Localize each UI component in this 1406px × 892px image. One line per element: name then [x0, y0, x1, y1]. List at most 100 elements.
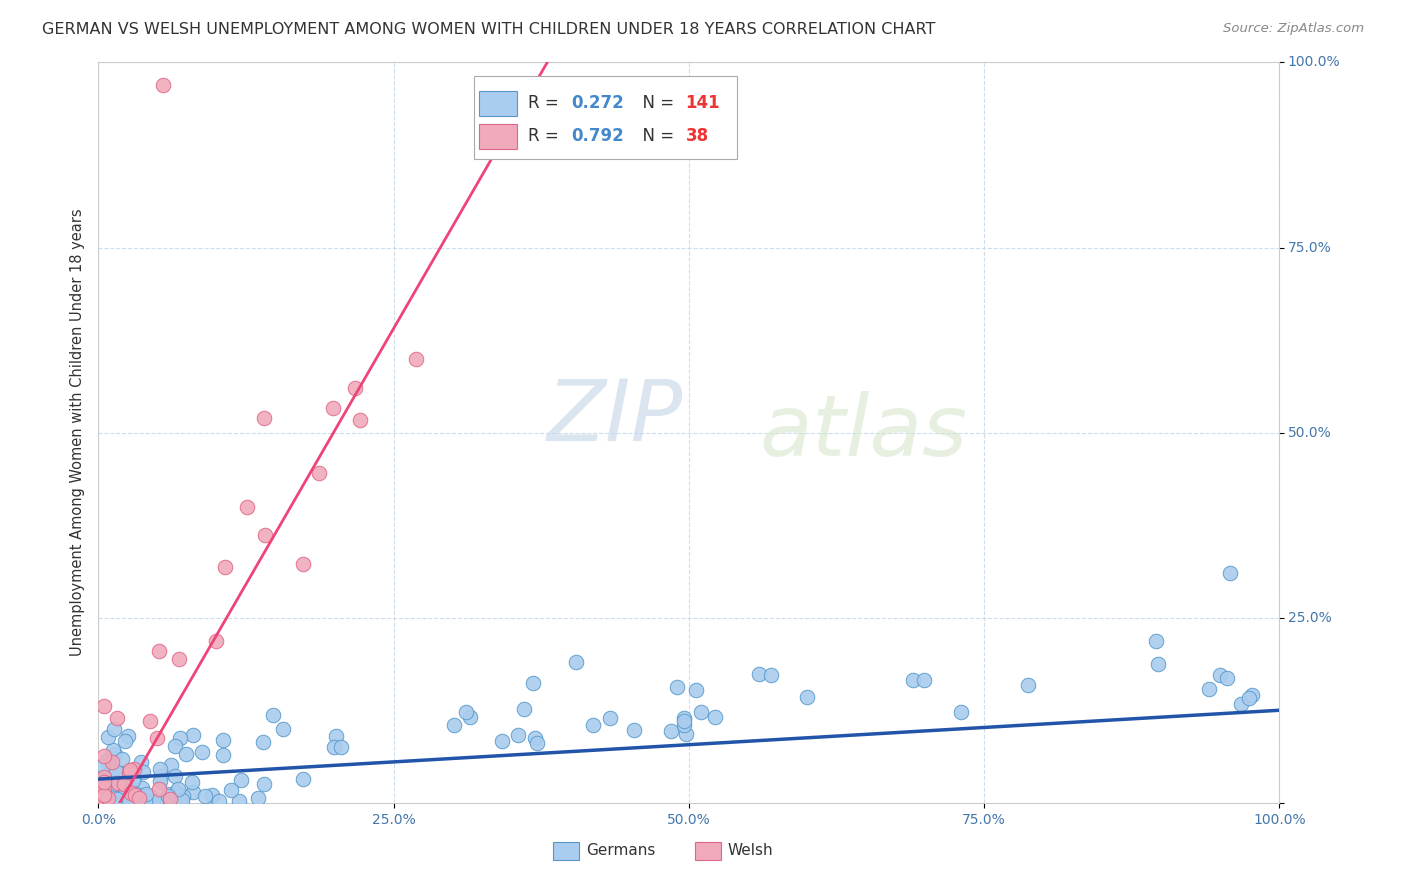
Point [796, 690, 818, 705]
Point [90, 781, 112, 796]
Point [97, 790, 120, 805]
Point [107, 775, 129, 789]
Point [524, 731, 547, 745]
Point [93, 780, 115, 795]
Point [103, 790, 125, 805]
Point [93, 699, 115, 714]
Text: 100.0%: 100.0% [1288, 55, 1340, 70]
Point [97, 777, 120, 791]
Point [212, 733, 235, 747]
Text: ZIP: ZIP [547, 376, 683, 459]
Point [145, 794, 167, 808]
Point [108, 765, 131, 780]
Point [759, 668, 782, 682]
Point [94, 775, 117, 789]
Text: Welsh: Welsh [728, 844, 773, 858]
Point [673, 714, 696, 729]
Point [101, 743, 124, 757]
Point [190, 745, 212, 759]
Point [131, 789, 153, 804]
Point [93, 748, 115, 763]
Point [292, 772, 315, 786]
Point [253, 410, 276, 425]
Point [526, 736, 548, 750]
Point [214, 559, 236, 574]
FancyBboxPatch shape [695, 842, 721, 860]
Point [105, 711, 128, 725]
Point [114, 734, 136, 748]
Point [149, 774, 172, 789]
Point [103, 722, 125, 736]
Point [325, 729, 347, 743]
Text: Source: ZipAtlas.com: Source: ZipAtlas.com [1223, 22, 1364, 36]
Point [108, 783, 131, 797]
Point [666, 681, 689, 695]
Point [91, 790, 114, 805]
Point [308, 466, 330, 480]
Point [672, 718, 695, 732]
Point [91, 792, 114, 806]
Point [901, 673, 924, 687]
Text: GERMAN VS WELSH UNEMPLOYMENT AMONG WOMEN WITH CHILDREN UNDER 18 YEARS CORRELATIO: GERMAN VS WELSH UNEMPLOYMENT AMONG WOMEN… [42, 22, 935, 37]
Point [685, 683, 707, 698]
Point [120, 791, 142, 805]
Point [1215, 672, 1237, 686]
Point [131, 765, 153, 780]
Point [145, 794, 167, 808]
Point [97, 783, 120, 797]
Text: atlas: atlas [759, 391, 967, 475]
Point [208, 794, 231, 808]
Point [235, 500, 257, 515]
FancyBboxPatch shape [478, 91, 516, 116]
Point [90, 789, 112, 803]
Point [96, 783, 118, 797]
Point [513, 702, 536, 716]
Point [138, 789, 160, 803]
Point [201, 788, 224, 802]
Point [163, 739, 186, 754]
Point [703, 710, 725, 724]
Point [181, 728, 204, 742]
Point [97, 730, 120, 744]
Y-axis label: Unemployment Among Women with Children Under 18 years: Unemployment Among Women with Children U… [69, 209, 84, 657]
Text: 0.792: 0.792 [571, 127, 624, 145]
Point [672, 711, 695, 725]
Point [93, 792, 115, 806]
Point [1017, 678, 1039, 692]
Point [1219, 566, 1241, 580]
Point [229, 772, 252, 787]
Point [322, 401, 344, 415]
Point [582, 717, 605, 731]
Point [163, 769, 186, 783]
Point [93, 786, 115, 800]
Point [522, 676, 544, 690]
Point [134, 794, 156, 808]
Point [122, 770, 145, 784]
Text: N =: N = [633, 95, 679, 112]
Point [125, 788, 148, 802]
Point [170, 793, 193, 807]
Point [124, 790, 146, 805]
Point [93, 770, 115, 784]
Point [97, 790, 120, 805]
Point [623, 723, 645, 738]
Point [405, 351, 427, 366]
Point [105, 777, 128, 791]
Point [329, 740, 352, 755]
Point [157, 787, 180, 801]
Point [91, 778, 114, 792]
Point [219, 783, 242, 797]
Point [1147, 657, 1170, 672]
Point [157, 789, 180, 803]
Point [343, 381, 366, 395]
Point [93, 775, 115, 789]
Point [152, 78, 174, 92]
Point [675, 727, 697, 741]
Point [149, 763, 172, 777]
Point [253, 777, 276, 791]
Point [166, 785, 188, 799]
Point [93, 779, 115, 793]
Point [1240, 688, 1263, 702]
Point [117, 729, 139, 743]
Point [122, 762, 145, 776]
